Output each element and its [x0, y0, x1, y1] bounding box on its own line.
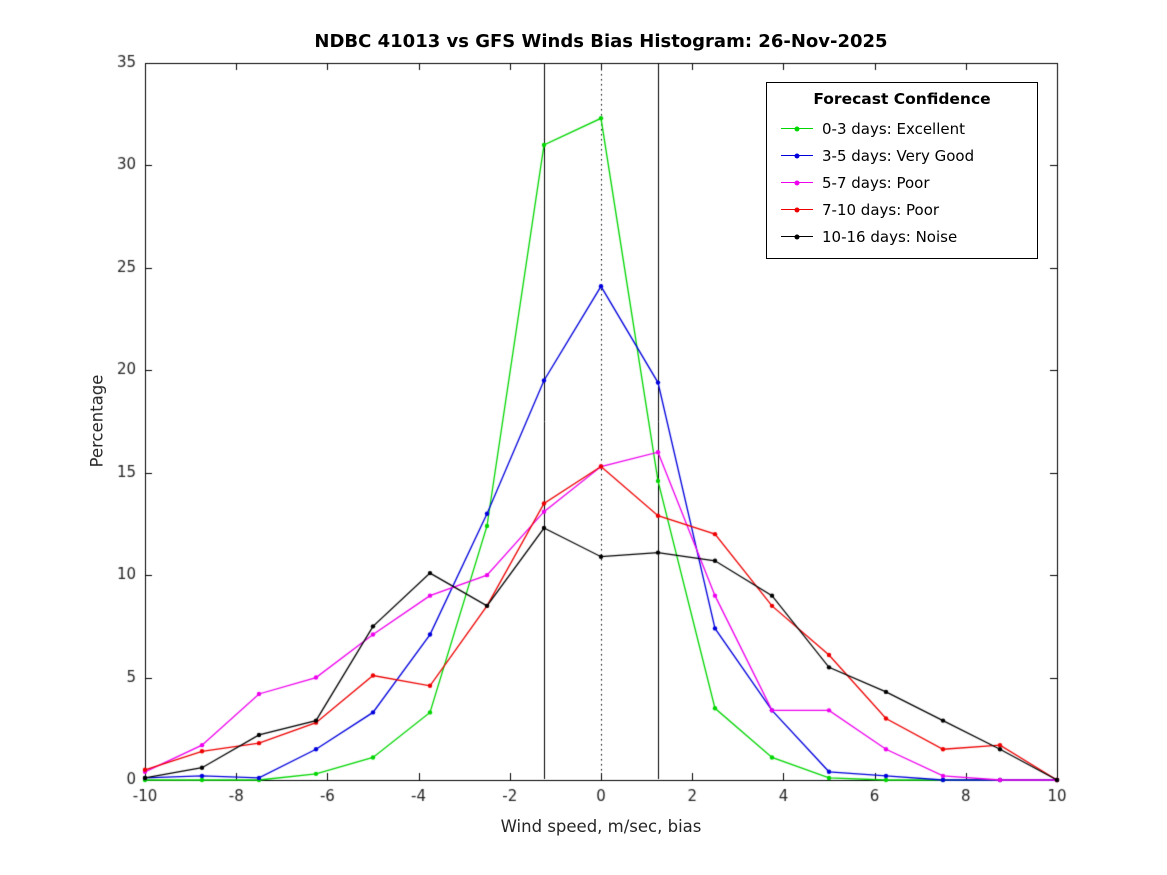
legend-item: 7-10 days: Poor	[767, 196, 1037, 223]
legend-item-label: 0-3 days: Excellent	[822, 119, 966, 138]
legend-line-sample	[781, 151, 813, 161]
legend-item-label: 3-5 days: Very Good	[822, 146, 975, 165]
y-axis-label: Percentage	[87, 374, 107, 468]
legend-line-sample	[781, 124, 813, 134]
legend-line-sample	[781, 205, 813, 215]
legend-item: 0-3 days: Excellent	[767, 115, 1037, 142]
legend-items: 0-3 days: Excellent 3-5 days: Very Good 5-…	[767, 115, 1037, 250]
legend-item: 3-5 days: Very Good	[767, 142, 1037, 169]
legend-item-label: 10-16 days: Noise	[822, 227, 958, 246]
legend: Forecast Confidence 0-3 days: Excellent 3…	[766, 82, 1038, 259]
chart-title: NDBC 41013 vs GFS Winds Bias Histogram: …	[314, 31, 888, 52]
legend-item-label: 7-10 days: Poor	[822, 200, 940, 219]
legend-item-label: 5-7 days: Poor	[822, 173, 930, 192]
legend-line-sample	[781, 232, 813, 242]
legend-title: Forecast Confidence	[813, 90, 991, 108]
legend-item: 10-16 days: Noise	[767, 223, 1037, 250]
x-axis-label: Wind speed, m/sec, bias	[500, 817, 702, 836]
legend-line-sample	[781, 178, 813, 188]
legend-item: 5-7 days: Poor	[767, 169, 1037, 196]
